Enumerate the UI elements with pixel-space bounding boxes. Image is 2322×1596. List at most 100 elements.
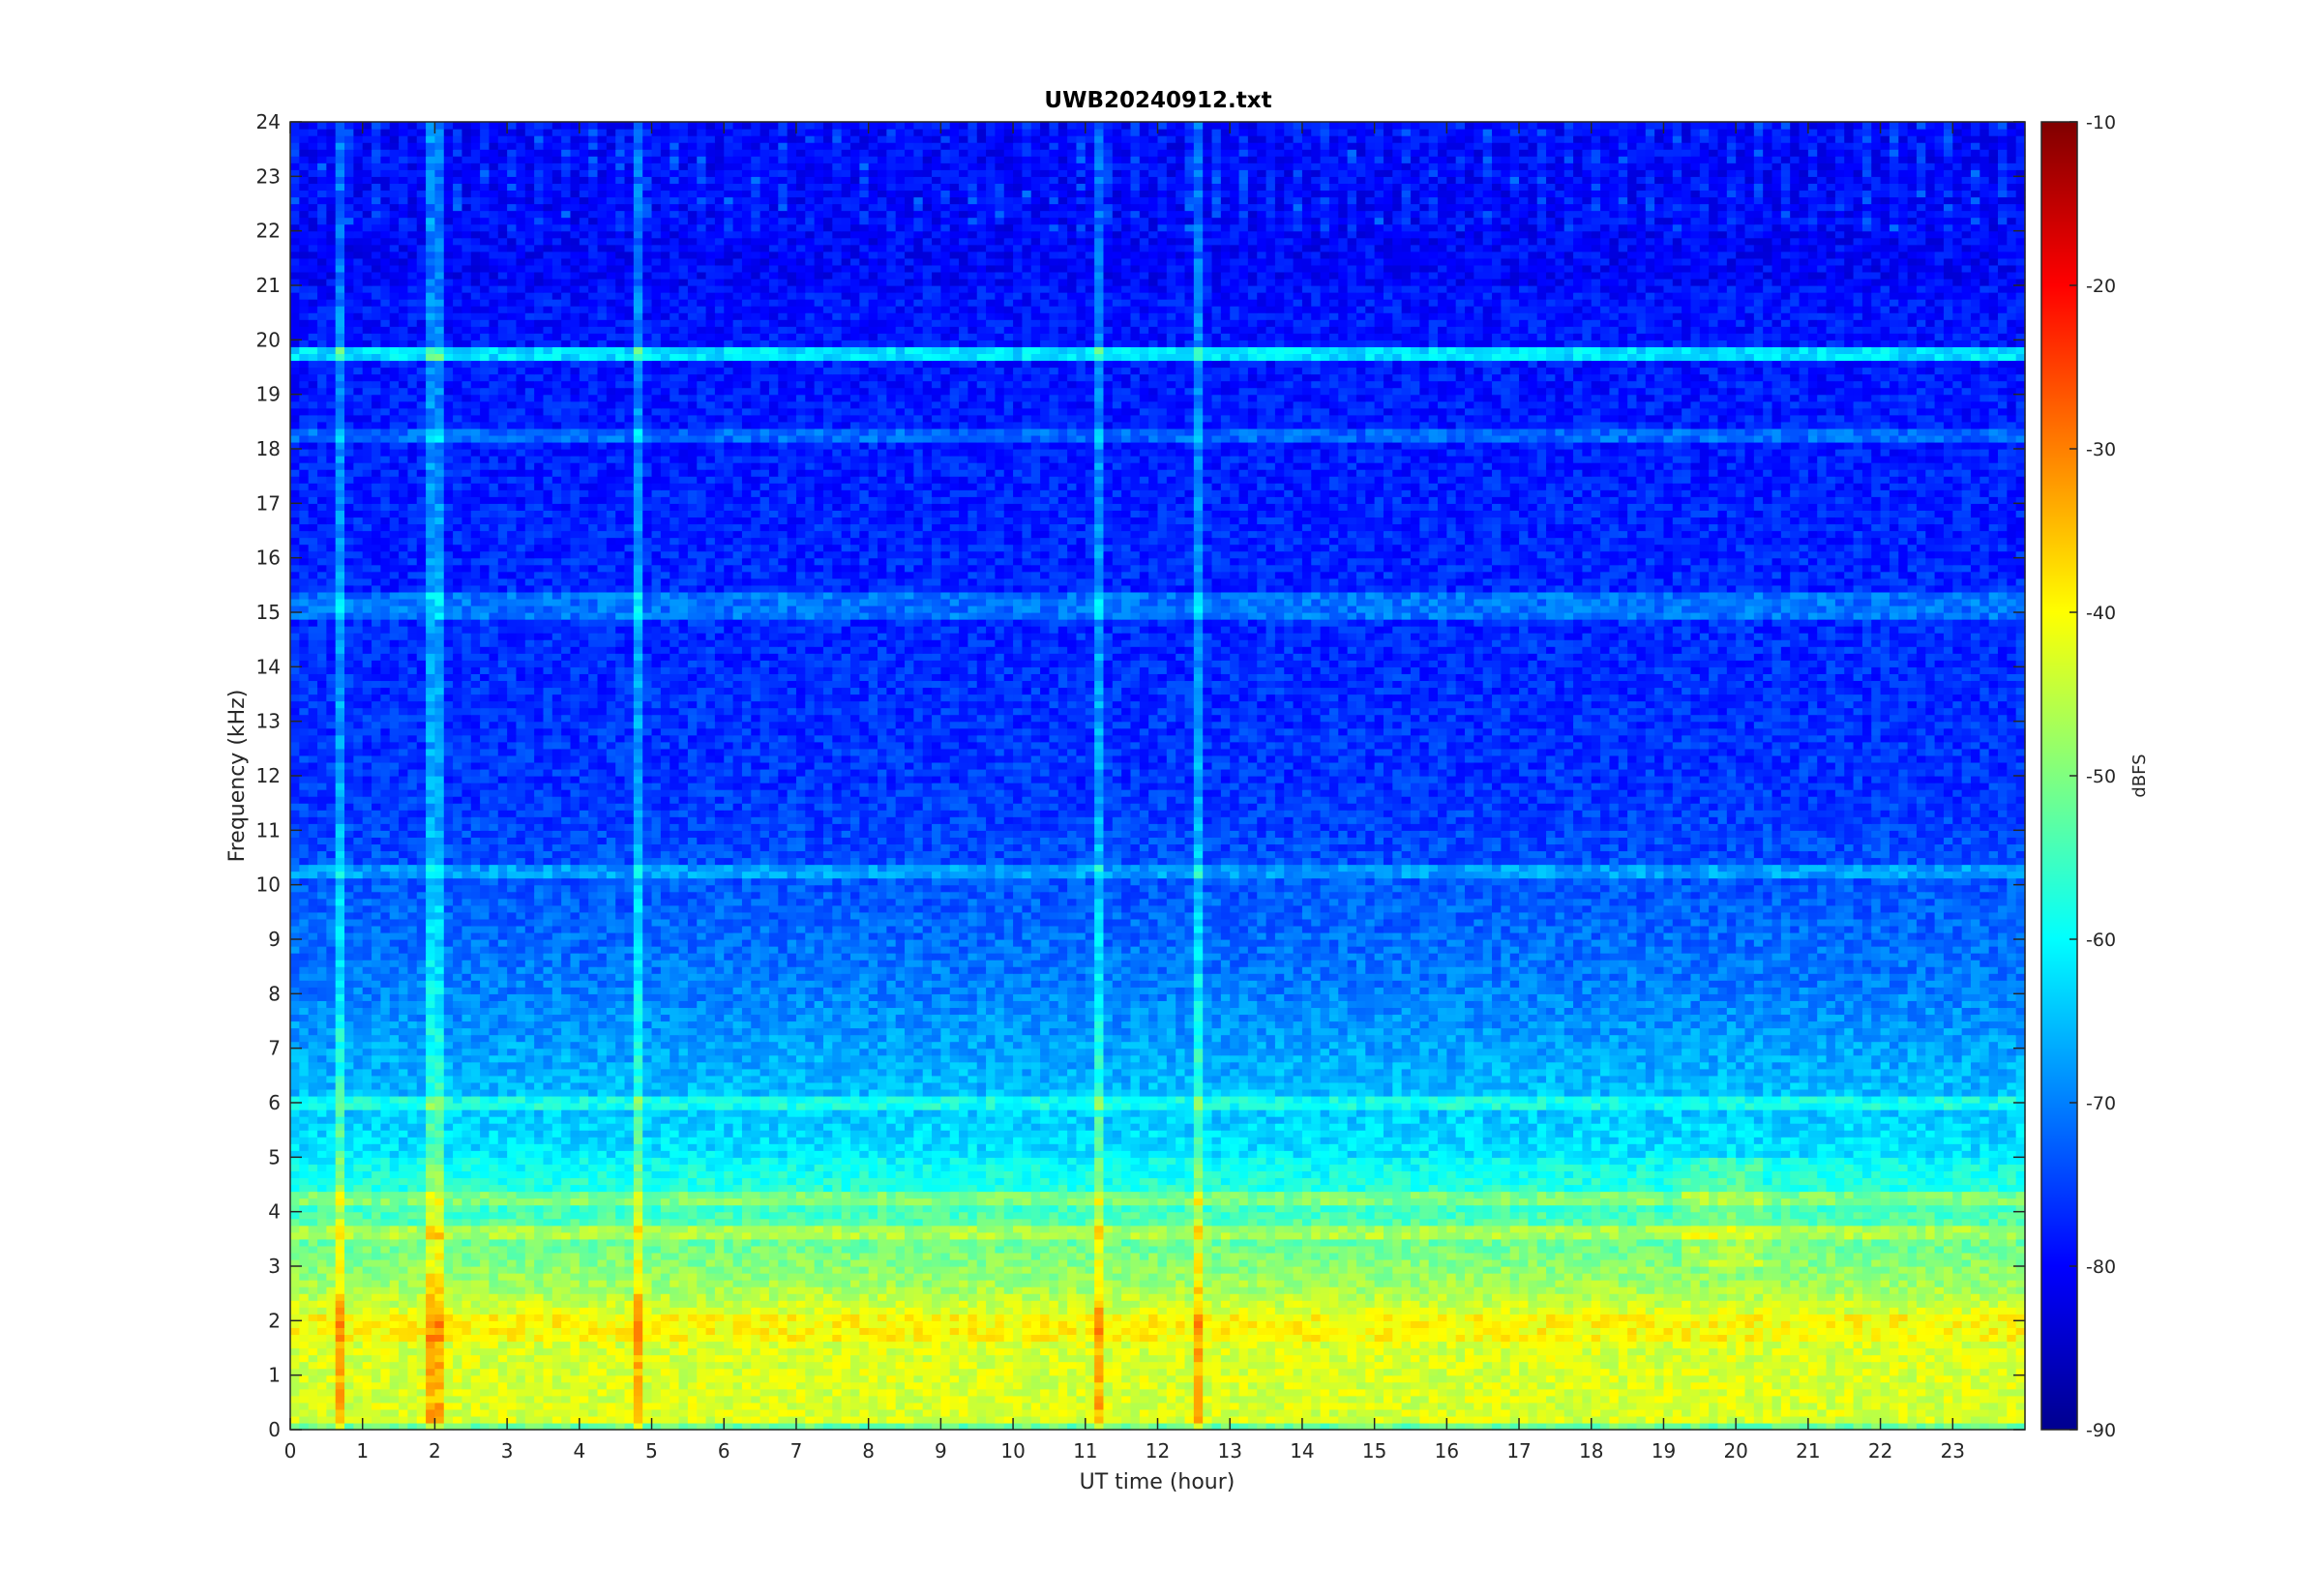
heatmap-cell <box>859 1369 869 1376</box>
heatmap-cell <box>1203 1375 1212 1383</box>
heatmap-cell <box>823 1341 833 1348</box>
heatmap-cell <box>534 1348 544 1356</box>
heatmap-cell <box>1203 1409 1212 1417</box>
heatmap-cell <box>1022 1320 1031 1328</box>
heatmap-cell <box>1890 1369 1899 1376</box>
heatmap-cell <box>372 1382 381 1390</box>
heatmap-cell <box>1871 1362 1881 1370</box>
heatmap-cell <box>1365 1369 1375 1376</box>
heatmap-cell <box>1058 1334 1068 1342</box>
heatmap-cell <box>1158 1416 1168 1424</box>
heatmap-cell <box>317 1389 327 1397</box>
heatmap-cell <box>1176 1369 1185 1376</box>
heatmap-cell <box>986 1416 996 1424</box>
heatmap-cell <box>552 1327 562 1335</box>
heatmap-cell <box>1094 1334 1104 1342</box>
heatmap-cell <box>480 1341 490 1348</box>
heatmap-cell <box>1076 1416 1086 1424</box>
heatmap-cell <box>1140 1320 1149 1328</box>
heatmap-cell <box>1284 1348 1294 1356</box>
heatmap-cell <box>1501 1362 1510 1370</box>
heatmap-cell <box>1971 1389 1980 1397</box>
heatmap-cell <box>534 1307 544 1315</box>
heatmap-cell <box>1700 1334 1710 1342</box>
heatmap-cell <box>1673 1341 1682 1348</box>
heatmap-cell <box>986 1280 996 1287</box>
heatmap-cell <box>1103 1362 1113 1370</box>
heatmap-cell <box>607 1314 616 1321</box>
heatmap-cell <box>670 1416 679 1424</box>
heatmap-cell <box>1338 1396 1348 1404</box>
heatmap-cell <box>290 1409 300 1417</box>
heatmap-cell <box>363 1307 372 1315</box>
heatmap-cell <box>1221 1389 1231 1397</box>
heatmap-cell <box>516 1389 525 1397</box>
heatmap-cell <box>1294 1341 1303 1348</box>
heatmap-cell <box>1871 1389 1881 1397</box>
heatmap-cell <box>1763 1280 1772 1287</box>
heatmap-cell <box>959 1355 968 1363</box>
heatmap-cell <box>1898 1320 1908 1328</box>
heatmap-cell <box>697 1355 706 1363</box>
heatmap-cell <box>940 1369 950 1376</box>
heatmap-cell <box>832 1300 842 1308</box>
heatmap-cell <box>859 1416 869 1424</box>
heatmap-cell <box>1230 1403 1239 1410</box>
heatmap-cell <box>1619 1409 1628 1417</box>
heatmap-cell <box>426 1409 435 1417</box>
heatmap-cell <box>1113 1334 1122 1342</box>
heatmap-cell <box>372 1348 381 1356</box>
heatmap-cell <box>543 1334 552 1342</box>
heatmap-cell <box>896 1307 906 1315</box>
heatmap-cell <box>1031 1409 1041 1417</box>
heatmap-cell <box>1582 1314 1592 1321</box>
heatmap-cell <box>1717 1327 1727 1335</box>
heatmap-cell <box>1031 1341 1041 1348</box>
heatmap-cell <box>407 1403 417 1410</box>
heatmap-cell <box>815 1327 824 1335</box>
heatmap-cell <box>1989 1355 1999 1363</box>
heatmap-cell <box>444 1300 454 1308</box>
heatmap-cell <box>1609 1389 1619 1397</box>
heatmap-cell <box>1474 1341 1483 1348</box>
heatmap-cell <box>444 1280 454 1287</box>
heatmap-cell <box>959 1409 968 1417</box>
heatmap-cell <box>1717 1293 1727 1301</box>
heatmap-cell <box>1176 1327 1185 1335</box>
heatmap-cell <box>733 1293 743 1301</box>
heatmap-cell <box>561 1355 571 1363</box>
heatmap-cell <box>1663 1389 1673 1397</box>
heatmap-cell <box>1248 1334 1258 1342</box>
heatmap-cell <box>815 1300 824 1308</box>
heatmap-cell <box>1908 1314 1918 1321</box>
heatmap-cell <box>1049 1389 1058 1397</box>
heatmap-cell <box>1167 1280 1176 1287</box>
heatmap-cell <box>1402 1355 1412 1363</box>
heatmap-cell <box>1103 1389 1113 1397</box>
heatmap-cell <box>733 1327 743 1335</box>
heatmap-cell <box>1582 1307 1592 1315</box>
heatmap-cell <box>1419 1293 1429 1301</box>
heatmap-cell <box>498 1375 508 1383</box>
heatmap-cell <box>788 1375 797 1383</box>
heatmap-cell <box>1925 1382 1935 1390</box>
heatmap-cell <box>1456 1307 1466 1315</box>
heatmap-cell <box>1736 1389 1745 1397</box>
heatmap-cell <box>1365 1362 1375 1370</box>
heatmap-cell <box>525 1300 535 1308</box>
heatmap-cell <box>634 1362 643 1370</box>
heatmap-cell <box>1636 1416 1646 1424</box>
heatmap-cell <box>642 1409 652 1417</box>
heatmap-cell <box>534 1327 544 1335</box>
heatmap-cell <box>1013 1327 1023 1335</box>
heatmap-cell <box>1438 1307 1447 1315</box>
heatmap-cell <box>607 1409 616 1417</box>
heatmap-cell <box>344 1300 354 1308</box>
heatmap-cell <box>968 1314 977 1321</box>
heatmap-cell <box>1763 1389 1772 1397</box>
heatmap-cell <box>1537 1348 1547 1356</box>
heatmap-cell <box>1673 1409 1682 1417</box>
heatmap-cell <box>1311 1389 1321 1397</box>
heatmap-cell <box>1573 1348 1583 1356</box>
heatmap-cell <box>1844 1409 1854 1417</box>
